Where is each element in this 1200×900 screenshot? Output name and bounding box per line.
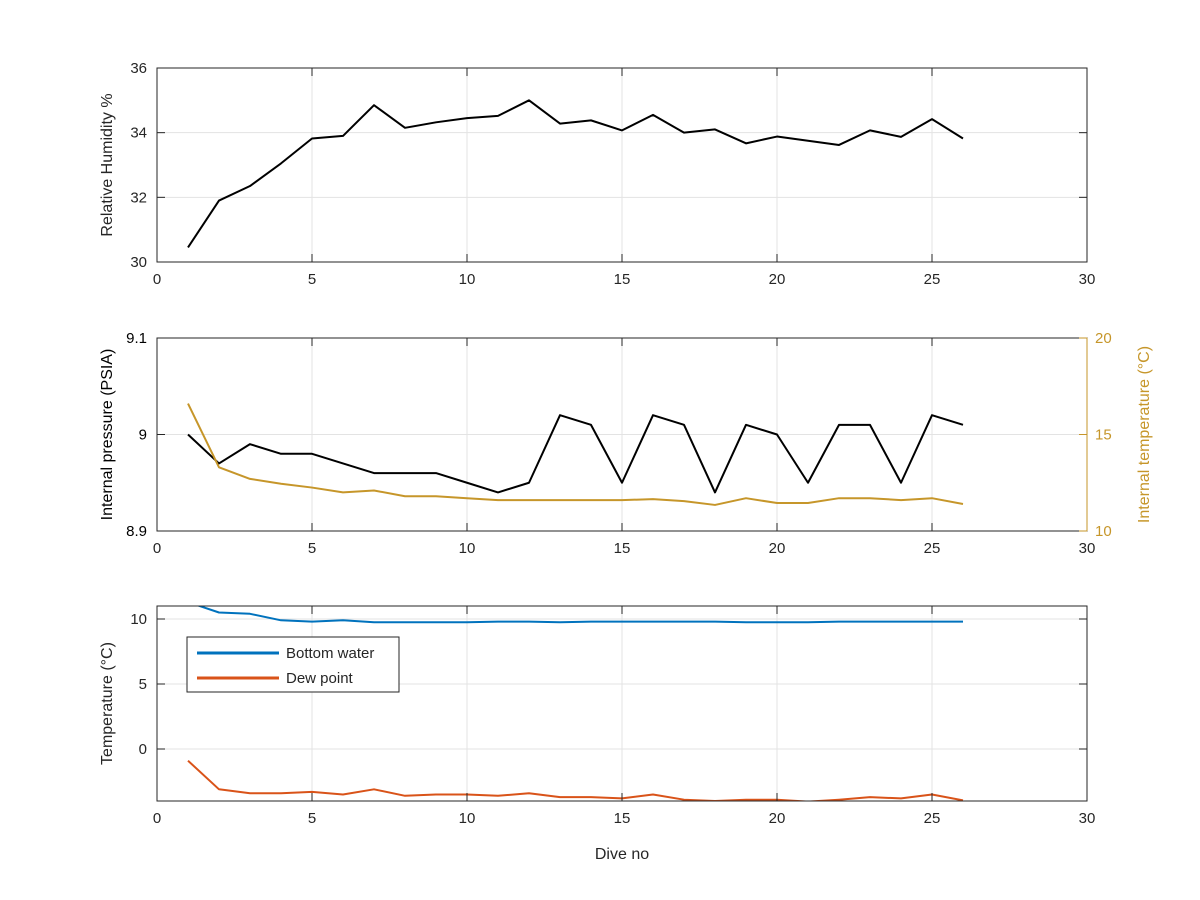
- x-tick-label: 25: [924, 271, 941, 288]
- y-tick-label: 32: [130, 189, 147, 206]
- series-line-1: [187, 99, 964, 249]
- series-line-2: [187, 403, 964, 506]
- x-tick-label: 20: [769, 271, 786, 288]
- y-tick-label: 5: [139, 676, 147, 693]
- y-axis-label: Temperature (°C): [99, 642, 116, 765]
- y-tick-label: 30: [130, 254, 147, 271]
- y-tick-label: 8.9: [126, 523, 147, 540]
- subplot-1: 0 5 10 15 20 25 30 30 32 34 36 Relative Humidity %: [99, 60, 1095, 288]
- x-tick-label: 30: [1079, 271, 1096, 288]
- x-tick-label: 20: [769, 540, 786, 557]
- x-tick-label: 10: [459, 540, 476, 557]
- x-tick-label: 20: [769, 810, 786, 827]
- x-tick-label: 5: [308, 540, 316, 557]
- legend-box: [186, 636, 400, 693]
- x-tick-label: 0: [153, 271, 161, 288]
- x-tick-label: 5: [308, 271, 316, 288]
- y-tick-label: 10: [130, 611, 147, 628]
- y-axis-label: Relative Humidity %: [99, 93, 116, 236]
- x-tick-label: 25: [924, 810, 941, 827]
- subplot-3: 0 5 10 15 20 25 30 0 5 10 Temperature (°C) Dive no B…: [99, 605, 1096, 863]
- x-tick-label: 10: [459, 271, 476, 288]
- y-axis-label: Internal pressure (PSIA): [99, 349, 116, 521]
- y-tick-label: 9.1: [126, 330, 147, 347]
- series-line-1: [187, 414, 964, 494]
- x-tick-label: 15: [614, 540, 631, 557]
- x-tick-label: 30: [1079, 810, 1096, 827]
- subplot-2: 0 5 10 15 20 25 30 8.9 9 9.1 10 15 20 Internal temper…: [99, 330, 1153, 557]
- x-tick-label: 15: [614, 810, 631, 827]
- x-tick-label: 5: [308, 810, 316, 827]
- series-group: [187, 606, 964, 801]
- series-group: [187, 403, 964, 506]
- x-tick-label: 30: [1079, 540, 1096, 557]
- series-line-bottom-water: [196, 606, 963, 624]
- legend: Bottom water Dew point: [186, 636, 400, 693]
- series-line-dew-point: [187, 759, 964, 801]
- y-tick-label: 9: [139, 427, 147, 444]
- legend-label: Bottom water: [286, 645, 374, 662]
- series-group: [187, 99, 964, 249]
- y-tick-label: 34: [130, 125, 147, 142]
- x-tick-label: 0: [153, 810, 161, 827]
- x-tick-label: 0: [153, 540, 161, 557]
- x-axis-label: Dive no: [595, 846, 649, 863]
- y2-tick-label: 20: [1095, 330, 1112, 347]
- x-tick-label: 10: [459, 810, 476, 827]
- legend-label: Dew point: [286, 670, 354, 687]
- y2-tick-label: 15: [1095, 427, 1112, 444]
- x-tick-label: 25: [924, 540, 941, 557]
- y-tick-label: 0: [139, 741, 147, 758]
- x-tick-label: 15: [614, 271, 631, 288]
- y2-tick-label: 10: [1095, 523, 1112, 540]
- y-tick-label: 36: [130, 60, 147, 77]
- y2-axis-label: Internal temperature (°C): [1136, 346, 1153, 523]
